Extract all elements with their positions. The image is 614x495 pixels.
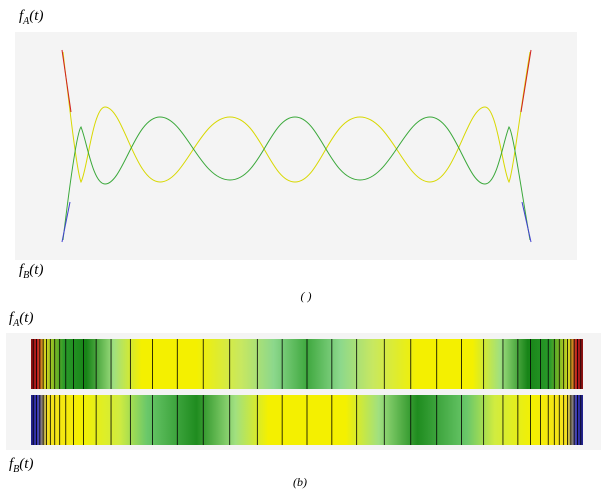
color-band-svg <box>31 339 583 445</box>
color-band-panel <box>6 333 601 450</box>
curve-end-red-left <box>61 49 72 113</box>
curve-end-blue-left <box>61 201 71 243</box>
curve-plot-panel <box>15 32 577 260</box>
curve-fb-lower <box>294 116 531 241</box>
fb-bottom-label-a: fB(t) <box>19 262 44 281</box>
caption-b: (b) <box>293 475 307 489</box>
curve-plot-svg <box>61 49 532 243</box>
caption-a: ( ) <box>300 289 312 303</box>
fa-top-label-a: fA(t) <box>19 8 44 27</box>
curve-fa <box>62 51 296 184</box>
curve-fb <box>294 51 531 184</box>
fa-top-label-b: fA(t) <box>9 310 34 329</box>
curve-end-blue-right <box>521 201 532 243</box>
band-fa-ticks <box>32 339 582 389</box>
band-fb-ticks <box>32 395 582 445</box>
fb-bottom-label-b: fB(t) <box>9 456 34 475</box>
curve-end-red-right <box>520 49 532 113</box>
curve-fa-lower <box>62 116 296 241</box>
